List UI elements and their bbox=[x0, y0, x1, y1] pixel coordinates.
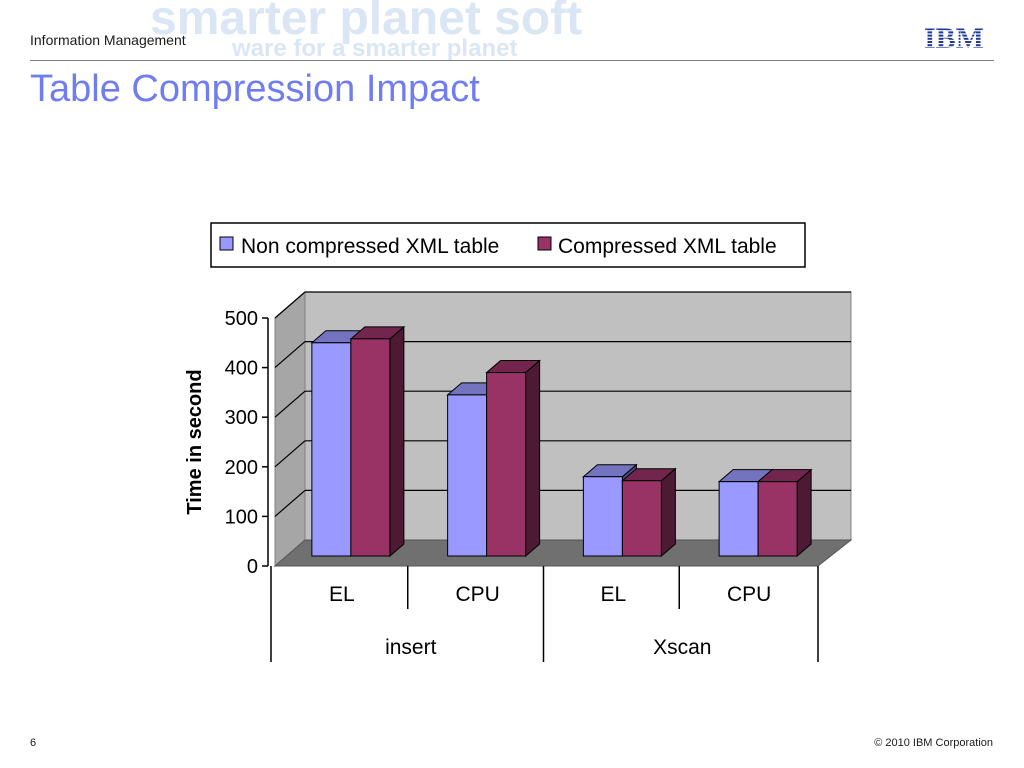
ibm-logo: IBM bbox=[924, 22, 994, 52]
y-tick-label: 0 bbox=[247, 556, 258, 578]
plot-floor bbox=[273, 539, 853, 567]
slide-title: Table Compression Impact bbox=[30, 68, 480, 110]
copyright: © 2010 IBM Corporation bbox=[874, 737, 993, 749]
x-group-label: Xscan bbox=[653, 636, 711, 659]
gridline bbox=[274, 390, 306, 418]
x-tick-label: EL bbox=[601, 583, 627, 606]
y-tick-label: 100 bbox=[225, 506, 258, 528]
y-tick-label: 500 bbox=[225, 308, 258, 330]
bar bbox=[621, 467, 677, 558]
legend-label: Compressed XML table bbox=[558, 235, 777, 258]
bar bbox=[485, 359, 541, 558]
gridline bbox=[274, 440, 306, 468]
x-group-label: insert bbox=[385, 636, 437, 659]
gridline bbox=[274, 291, 306, 319]
legend-label: Non compressed XML table bbox=[241, 235, 499, 258]
gridline bbox=[274, 341, 306, 369]
y-tick-label: 300 bbox=[225, 407, 258, 429]
x-tick-label: CPU bbox=[455, 583, 499, 606]
legend-swatch bbox=[219, 236, 234, 251]
plot-side-wall bbox=[274, 290, 306, 568]
bar bbox=[349, 325, 406, 558]
svg-text:smarter planet soft: smarter planet soft bbox=[150, 0, 582, 45]
chart-legend: Non compressed XML table Compressed XML t… bbox=[210, 222, 806, 268]
y-axis-label: Time in second bbox=[184, 369, 206, 514]
legend-swatch bbox=[537, 236, 552, 251]
y-tick-label: 400 bbox=[225, 358, 258, 380]
header-watermark: smarter planet soft ware for a smarter p… bbox=[0, 0, 1024, 62]
bar bbox=[756, 468, 813, 558]
svg-text:ware for a smarter planet: ware for a smarter planet bbox=[231, 35, 517, 62]
x-tick-label: CPU bbox=[727, 583, 771, 606]
page-number: 6 bbox=[30, 737, 37, 749]
gridline bbox=[274, 489, 306, 517]
x-tick-label: EL bbox=[329, 583, 355, 606]
header-divider bbox=[30, 60, 994, 61]
legend-box bbox=[210, 222, 806, 268]
y-tick-label: 200 bbox=[225, 457, 258, 479]
header-title: Information Management bbox=[30, 32, 186, 48]
